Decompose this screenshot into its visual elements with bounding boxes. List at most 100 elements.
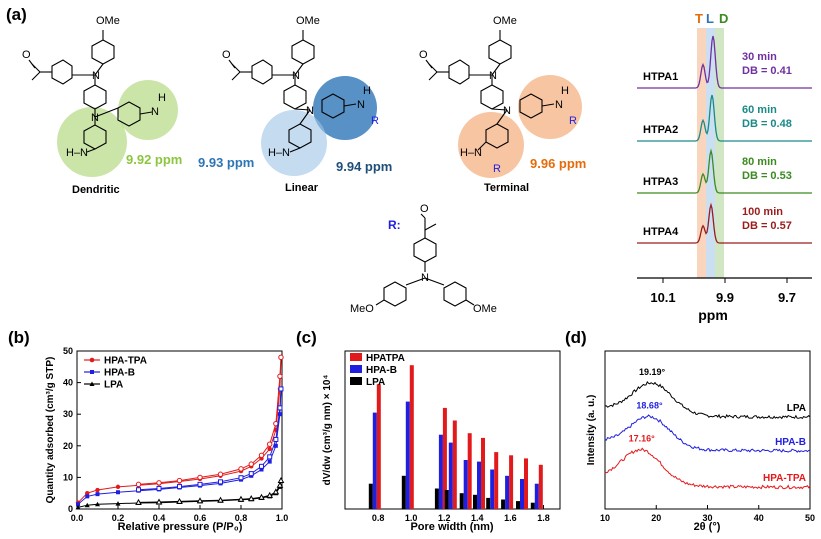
r-group-meo-label: MeO bbox=[350, 303, 374, 315]
nmr-tick-label: 10.1 bbox=[650, 290, 675, 305]
panel-d-xtick-label: 20 bbox=[651, 513, 661, 523]
linear-h-right: H bbox=[363, 85, 371, 97]
nmr-sample-name: HTPA2 bbox=[643, 124, 678, 136]
panel-b-xlabel: Relative pressure (P/P₀) bbox=[118, 521, 243, 533]
linear-r-right: R bbox=[371, 115, 379, 127]
panel-d-series-label: HPA-TPA bbox=[763, 473, 806, 484]
linear-o-label: O bbox=[222, 49, 231, 61]
panel-c-bar bbox=[409, 365, 414, 509]
terminal-ome-label: OMe bbox=[493, 15, 517, 27]
panel-b-point-open bbox=[258, 493, 265, 500]
panel-d: (d) 10 20 30 40 50 19.19° LPA 18.68° HPA-B 17.16… bbox=[565, 328, 815, 533]
panel-c-bar bbox=[486, 497, 491, 509]
panel-b-point-open bbox=[135, 498, 142, 505]
panel-c-bar bbox=[509, 455, 514, 509]
nmr-trace-line bbox=[637, 35, 812, 89]
nmr-sample-time: 80 min bbox=[742, 156, 777, 168]
linear-highlight-left bbox=[261, 110, 327, 176]
panel-b-point-open bbox=[276, 481, 284, 488]
nmr-sample-time: 60 min bbox=[742, 104, 777, 116]
dendritic-nh-left: H–N bbox=[66, 147, 88, 159]
panel-b-point-open bbox=[238, 466, 244, 472]
panel-c-legend-label: LPA bbox=[366, 377, 385, 388]
linear-ome-label: OMe bbox=[296, 15, 320, 27]
panel-d-xtick-label: 50 bbox=[805, 513, 815, 523]
panel-b-series bbox=[75, 354, 285, 510]
terminal-n-center: N bbox=[503, 105, 511, 117]
panel-c-bar bbox=[520, 479, 524, 509]
panel-b-point-open bbox=[248, 461, 254, 467]
panel-b-point-open bbox=[218, 479, 223, 485]
panel-b-legend-label: HPA-B bbox=[104, 368, 135, 379]
panel-d-xtick-label: 40 bbox=[754, 513, 764, 523]
panel-b-desorption-line bbox=[138, 388, 282, 491]
panel-c-bar bbox=[524, 458, 528, 509]
panel-b-point-open bbox=[155, 498, 163, 505]
r-group-structure: R: O N MeO OMe bbox=[350, 203, 497, 315]
panel-c-bar bbox=[372, 412, 377, 509]
r-group-o-label: O bbox=[420, 203, 429, 215]
terminal-nh-left: H–N bbox=[460, 147, 482, 159]
panel-c-bar bbox=[434, 488, 439, 509]
panel-d-trace bbox=[604, 414, 811, 453]
panel-b-point-open bbox=[272, 488, 280, 495]
nmr-traces: HTPA1 30 min DB = 0.41 HTPA2 60 min DB = 0.48… bbox=[637, 35, 812, 244]
nmr-sample-db: DB = 0.41 bbox=[742, 65, 792, 77]
nmr-sample-time: 100 min bbox=[742, 206, 783, 218]
nmr-tick-label: 9.9 bbox=[716, 290, 734, 305]
panel-b-desorption-line bbox=[138, 357, 282, 485]
panel-c-bar bbox=[376, 384, 381, 509]
nmr-sample-db: DB = 0.53 bbox=[742, 170, 792, 182]
linear-nh-left: H–N bbox=[268, 147, 290, 159]
panel-b-ytick-label: 10 bbox=[63, 472, 73, 482]
panel-b-point bbox=[115, 501, 121, 506]
panel-c-bar bbox=[442, 407, 447, 509]
dendritic-highlight-left bbox=[57, 107, 127, 177]
panel-c-bars bbox=[368, 365, 543, 509]
panel-b-legend-marker bbox=[90, 370, 94, 374]
nmr-trace-line bbox=[637, 202, 812, 244]
panel-d-axes: 10 20 30 40 50 bbox=[600, 505, 815, 523]
panel-c-legend-swatch bbox=[350, 353, 362, 361]
nmr-trace-line bbox=[637, 94, 812, 142]
panel-d-peak-label: 18.68° bbox=[636, 401, 663, 411]
nmr-band-label-d: D bbox=[719, 11, 728, 26]
panel-c-bar bbox=[459, 493, 464, 509]
nmr-sample-name: HTPA1 bbox=[643, 71, 678, 83]
panel-b-point bbox=[76, 502, 81, 507]
panel-b-point-open bbox=[266, 491, 274, 498]
panel-c-bar bbox=[516, 501, 520, 509]
panel-d-ylabel: Intensity (a. u.) bbox=[586, 395, 597, 466]
panel-b-adsorption-line bbox=[77, 388, 282, 505]
panel-c-ylabel: dV/dw (cm³/g nm) × 10⁴ bbox=[322, 375, 333, 486]
panel-b-point-open bbox=[248, 471, 254, 477]
panel-b-point bbox=[95, 501, 100, 507]
panel-c-xtick-label: 1.6 bbox=[504, 513, 517, 523]
panel-b-point-open bbox=[176, 497, 183, 504]
nmr-sample-time: 30 min bbox=[742, 51, 777, 63]
linear-n-top: N bbox=[292, 70, 300, 82]
panel-b-adsorption-line bbox=[77, 357, 282, 504]
nmr-sample-db: DB = 0.48 bbox=[742, 118, 792, 130]
panel-d-series: 19.19° LPA 18.68° HPA-B 17.16° HPA-TPA bbox=[604, 367, 811, 490]
panel-c-bar bbox=[534, 483, 539, 509]
panel-b-xtick-label: 0.0 bbox=[71, 513, 84, 523]
panel-b-point bbox=[259, 467, 264, 472]
dendritic-ome-label: OMe bbox=[96, 15, 120, 27]
panel-b-point-open bbox=[278, 386, 284, 392]
panel-b-point-open bbox=[267, 441, 273, 447]
dendritic-o-label: O bbox=[22, 49, 31, 61]
panel-d-peak-label: 19.19° bbox=[639, 367, 666, 377]
panel-b-point-open bbox=[197, 481, 203, 487]
nmr-band-d bbox=[715, 28, 724, 278]
panel-d-series-label: HPA-B bbox=[775, 437, 806, 448]
panel-d-xtick-label: 30 bbox=[702, 513, 712, 523]
panel-b-legend-label: HPA-TPA bbox=[104, 356, 147, 367]
panel-c-label: (c) bbox=[296, 328, 317, 347]
terminal-structure: OMe O N N N H R H–N R Terminal 9.96 ppm bbox=[419, 15, 586, 194]
panel-c-legend-swatch bbox=[350, 365, 362, 373]
linear-n-center: N bbox=[306, 105, 314, 117]
panel-b: (b) 0.0 0.2 0.4 0.6 0.8 1.0 0 10 20 30 40 50 Relati… bbox=[8, 328, 288, 533]
nmr-sample-name: HTPA3 bbox=[643, 176, 678, 188]
